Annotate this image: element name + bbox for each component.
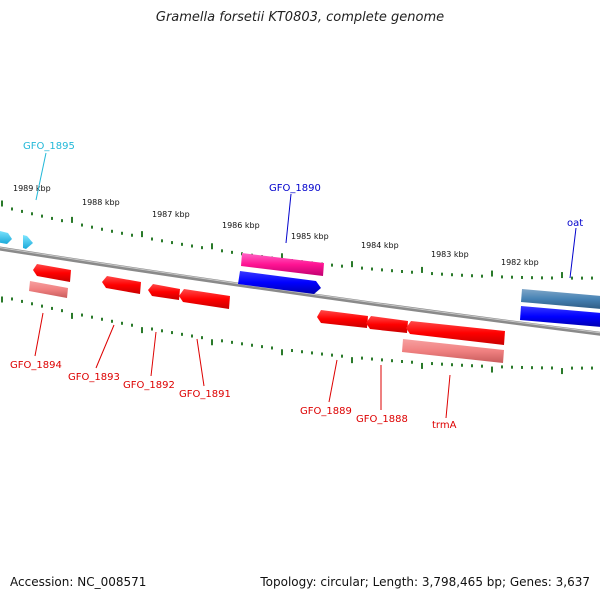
leader-gfo-1893 bbox=[95, 324, 115, 369]
gene-label-gfo-1891[interactable]: GFO_1891 bbox=[179, 389, 231, 400]
gene-label-gfo-1888[interactable]: GFO_1888 bbox=[356, 414, 408, 425]
gene-label-gfo-1895[interactable]: GFO_1895 bbox=[23, 141, 75, 152]
gene-oat-steel[interactable] bbox=[521, 289, 600, 309]
tick-label: 1985 kbp bbox=[291, 232, 329, 241]
gene-gfo-1891-feature[interactable] bbox=[179, 289, 230, 309]
leader-gfo-1894 bbox=[34, 312, 44, 357]
gene-trma-pink[interactable] bbox=[402, 339, 504, 363]
gene-gfo-1890-magenta[interactable] bbox=[241, 253, 324, 276]
tick-label: 1982 kbp bbox=[501, 258, 539, 267]
gene-gfo-1895-feature[interactable] bbox=[0, 230, 12, 244]
genome-summary-text: Topology: circular; Length: 3,798,465 bp… bbox=[260, 575, 590, 589]
leader-oat bbox=[569, 227, 577, 279]
gene-gfo-1893-feature[interactable] bbox=[102, 276, 141, 294]
gene-label-gfo-1894[interactable]: GFO_1894 bbox=[10, 360, 62, 371]
gene-gfo-1889-feature[interactable] bbox=[317, 310, 368, 328]
gene-label-gfo-1892[interactable]: GFO_1892 bbox=[123, 380, 175, 391]
ruler-upper bbox=[1, 200, 593, 280]
gene-label-trma[interactable]: trmA bbox=[432, 420, 457, 431]
gene-label-oat[interactable]: oat bbox=[567, 218, 583, 229]
leader-gfo-1890 bbox=[285, 193, 292, 244]
gene-gfo-1894-feature[interactable] bbox=[33, 264, 71, 282]
gene-gfo-1892-feature[interactable] bbox=[148, 284, 180, 300]
page-title: Gramella forsetii KT0803, complete genom… bbox=[155, 10, 445, 25]
leader-gfo-1891 bbox=[196, 338, 205, 387]
leader-gfo-1892 bbox=[150, 331, 157, 377]
gene-gfo-1894-pink[interactable] bbox=[29, 281, 68, 298]
tick-label: 1988 kbp bbox=[82, 198, 120, 207]
gene-oat-feature[interactable] bbox=[520, 306, 600, 327]
gene-label-gfo-1893[interactable]: GFO_1893 bbox=[68, 372, 120, 383]
tick-label: 1986 kbp bbox=[222, 221, 260, 230]
gene-gfo-1888-feature[interactable] bbox=[366, 316, 408, 333]
gene-label-gfo-1889[interactable]: GFO_1889 bbox=[300, 406, 352, 417]
genome-backbone-highlight bbox=[0, 247, 600, 334]
leader-trma bbox=[445, 374, 451, 419]
tick-label: 1983 kbp bbox=[431, 250, 469, 259]
tick-label: 1989 kbp bbox=[13, 184, 51, 193]
leader-gfo-1889 bbox=[328, 359, 338, 403]
accession-text: Accession: NC_008571 bbox=[10, 575, 147, 589]
genome-backbone bbox=[0, 246, 600, 336]
ruler-lower bbox=[1, 296, 593, 375]
gene-gfo-1890-feature[interactable] bbox=[238, 271, 321, 294]
tick-label: 1984 kbp bbox=[361, 241, 399, 250]
leader-lines bbox=[34, 152, 577, 419]
gene-label-gfo-1890[interactable]: GFO_1890 bbox=[269, 183, 321, 194]
tick-label: 1987 kbp bbox=[152, 210, 190, 219]
gene-trma-feature[interactable] bbox=[406, 321, 505, 345]
leader-gfo-1895 bbox=[35, 152, 47, 201]
gene-gfo-1895-feature-2[interactable] bbox=[23, 235, 33, 249]
